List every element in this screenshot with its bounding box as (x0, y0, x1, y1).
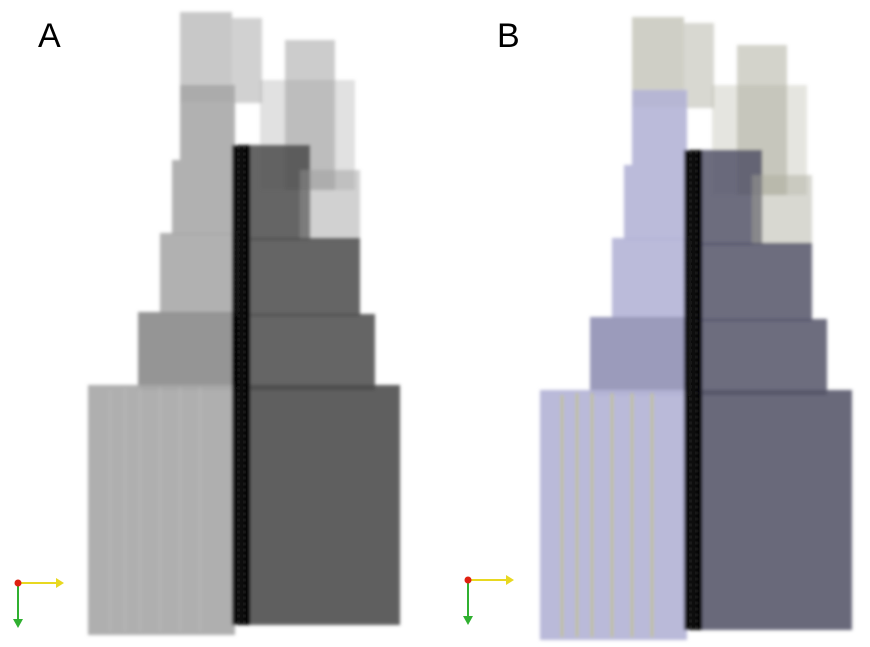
volume-render (88, 12, 400, 635)
volume-render (540, 17, 852, 640)
panel-label: A (38, 17, 61, 55)
panel-label: B (497, 17, 520, 55)
orientation-axes (13, 578, 64, 628)
figure: A B (0, 0, 870, 647)
panel-b: B (463, 17, 852, 640)
page: A B (() => { const data = JSON.parse(doc… (0, 0, 870, 647)
orientation-axes (463, 575, 514, 625)
panel-a: A (13, 12, 400, 635)
